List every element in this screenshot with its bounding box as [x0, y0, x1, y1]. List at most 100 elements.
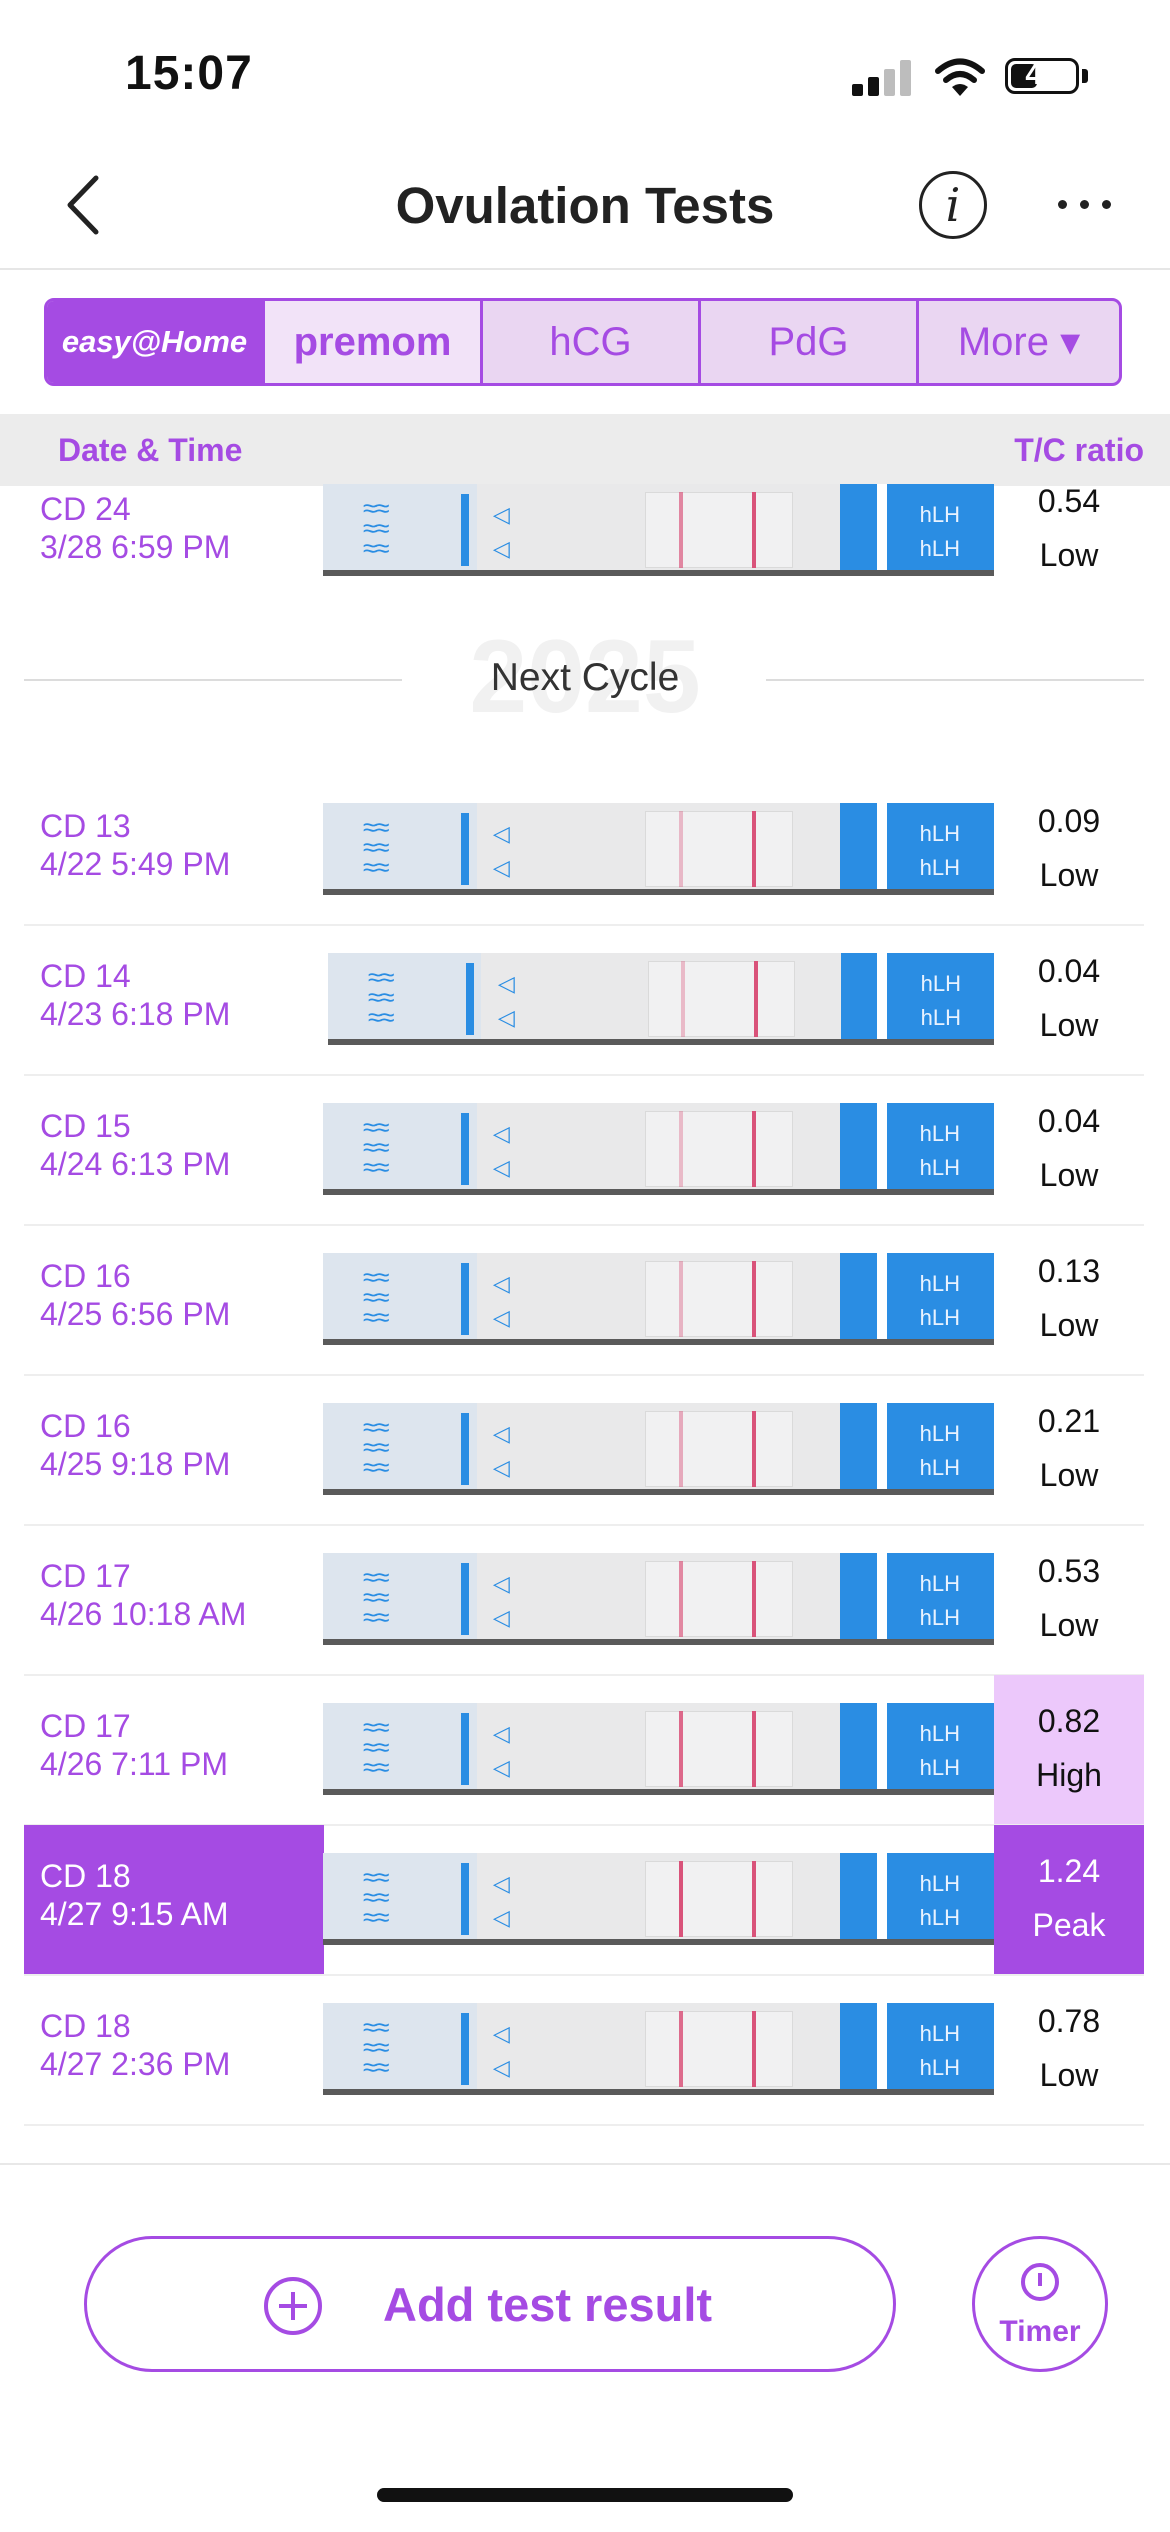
timer-button[interactable]: Timer	[972, 2236, 1108, 2372]
strip-shadow	[323, 889, 994, 895]
row-cycle-day: CD 18 4/27 9:15 AM	[40, 1857, 229, 1933]
tc-ratio-value: 0.04	[1037, 953, 1101, 989]
row-cycle-day: CD 24 3/28 6:59 PM	[40, 490, 230, 566]
strip-arrow-mark: ◁ ◁	[493, 1271, 510, 1330]
strip-hlh-text: hLH hLH	[919, 502, 960, 561]
cycle-day-label: CD 16	[40, 1258, 131, 1294]
tab-premom[interactable]: premom	[265, 301, 483, 383]
cycle-year-watermark: 2025	[469, 619, 701, 735]
strip-dip-line	[461, 1863, 469, 1935]
tc-ratio-level: High	[1036, 1757, 1102, 1793]
row-cycle-day: CD 15 4/24 6:13 PM	[40, 1107, 230, 1183]
strip-dip-line	[466, 963, 474, 1035]
tab-pdg[interactable]: PdG	[701, 301, 919, 383]
tc-ratio-value: 1.24	[1037, 1853, 1101, 1889]
header-tc-ratio: T/C ratio	[1014, 432, 1144, 468]
strip-wave-mark: ≈≈ ≈≈ ≈≈	[363, 812, 390, 882]
row-divider	[24, 1374, 1144, 1376]
test-strip-photo[interactable]: ≈≈ ≈≈ ≈≈ ◁ ◁ hLH hLH	[328, 953, 994, 1045]
strip-control-line	[752, 1711, 756, 1787]
strip-wave-mark: ≈≈ ≈≈ ≈≈	[363, 1412, 390, 1482]
strip-handle	[839, 803, 994, 895]
strip-hlh-text: hLH hLH	[919, 1871, 960, 1930]
peak-ratio-highlight	[994, 1825, 1144, 1975]
strip-test-line	[679, 1261, 683, 1337]
strip-shadow	[323, 1639, 994, 1645]
strip-hlh-text: hLH hLH	[919, 1571, 960, 1630]
row-cycle-day: CD 16 4/25 9:18 PM	[40, 1407, 230, 1483]
strip-wave-mark: ≈≈ ≈≈ ≈≈	[363, 1862, 390, 1932]
strip-shadow	[323, 1189, 994, 1195]
test-strip-photo[interactable]: ≈≈ ≈≈ ≈≈ ◁ ◁ hLH hLH	[323, 2003, 994, 2095]
strip-arrow-mark: ◁ ◁	[493, 1871, 510, 1930]
test-strip-photo[interactable]: ≈≈ ≈≈ ≈≈ ◁ ◁ hLH hLH	[323, 1553, 994, 1645]
strip-handle-notch	[877, 1853, 887, 1945]
status-time: 15:07	[125, 47, 253, 100]
chevron-left-icon	[67, 175, 99, 235]
strip-arrow-mark: ◁ ◁	[493, 502, 510, 561]
strip-test-line	[679, 1111, 683, 1187]
strip-wrapper-area	[323, 484, 478, 576]
strip-result-window	[645, 1561, 793, 1637]
strip-wrapper-area	[323, 1103, 478, 1195]
test-strip-photo[interactable]: ≈≈ ≈≈ ≈≈ ◁ ◁ hLH hLH	[323, 1403, 994, 1495]
tc-ratio-cell: 0.54 Low	[994, 474, 1144, 582]
test-strip-photo[interactable]: ≈≈ ≈≈ ≈≈ ◁ ◁ hLH hLH	[323, 1103, 994, 1195]
strip-arrow-mark: ◁ ◁	[493, 1421, 510, 1480]
row-divider	[24, 1224, 1144, 1226]
add-test-result-button[interactable]: Add test result	[84, 2236, 896, 2372]
strip-arrow-mark: ◁ ◁	[493, 821, 510, 880]
stopwatch-icon	[1021, 2263, 1059, 2301]
info-button[interactable]: i	[919, 171, 987, 239]
tc-ratio-level: Low	[1039, 1607, 1099, 1643]
row-cycle-day: CD 17 4/26 7:11 PM	[40, 1707, 228, 1783]
strip-handle	[839, 1403, 994, 1495]
row-datetime: 4/27 9:15 AM	[40, 1896, 229, 1932]
strip-wave-mark: ≈≈ ≈≈ ≈≈	[363, 1112, 390, 1182]
test-strip-photo[interactable]: ≈≈ ≈≈ ≈≈ ◁ ◁ hLH hLH	[323, 484, 994, 576]
tc-ratio-level: Low	[1039, 537, 1099, 573]
tc-ratio-cell: 0.21 Low	[994, 1394, 1144, 1502]
strip-wrapper-area	[323, 1703, 478, 1795]
strip-wrapper-area	[323, 2003, 478, 2095]
strip-control-line	[752, 2011, 756, 2087]
tab-easyhome[interactable]: easy@Home	[47, 301, 265, 383]
strip-handle	[839, 1253, 994, 1345]
back-button[interactable]	[52, 170, 122, 240]
tc-ratio-level: Low	[1039, 1307, 1099, 1343]
strip-arrow-mark: ◁ ◁	[493, 1121, 510, 1180]
tab-hcg[interactable]: hCG	[483, 301, 701, 383]
test-strip-photo[interactable]: ≈≈ ≈≈ ≈≈ ◁ ◁ hLH hLH	[323, 1703, 994, 1795]
strip-handle-notch	[877, 1703, 887, 1795]
strip-arrow-mark: ◁ ◁	[493, 2021, 510, 2080]
add-test-result-label: Add test result	[383, 2278, 713, 2331]
page-title: Ovulation Tests	[395, 177, 775, 234]
tc-ratio-cell: 1.24 Peak	[994, 1844, 1144, 1952]
strip-handle	[839, 1703, 994, 1795]
row-cycle-day: CD 13 4/22 5:49 PM	[40, 807, 230, 883]
cycle-day-label: CD 24	[40, 491, 131, 527]
strip-control-line	[754, 961, 758, 1037]
tab-more[interactable]: More ▾	[919, 301, 1119, 383]
tc-ratio-value: 0.82	[1037, 1703, 1101, 1739]
strip-wrapper-area	[323, 1553, 478, 1645]
test-strip-photo[interactable]: ≈≈ ≈≈ ≈≈ ◁ ◁ hLH hLH	[323, 803, 994, 895]
row-datetime: 4/22 5:49 PM	[40, 846, 231, 882]
strip-test-line	[679, 1411, 683, 1487]
tc-ratio-value: 0.04	[1037, 1103, 1101, 1139]
test-strip-photo[interactable]: ≈≈ ≈≈ ≈≈ ◁ ◁ hLH hLH	[323, 1853, 994, 1945]
strip-wrapper-area	[328, 953, 482, 1045]
strip-result-window	[645, 1261, 793, 1337]
strip-result-window	[645, 1711, 793, 1787]
strip-dip-line	[461, 1563, 469, 1635]
strip-hlh-text: hLH hLH	[919, 2021, 960, 2080]
strip-result-window	[648, 961, 795, 1037]
test-strip-photo[interactable]: ≈≈ ≈≈ ≈≈ ◁ ◁ hLH hLH	[323, 1253, 994, 1345]
more-options-button[interactable]	[1050, 170, 1120, 240]
row-datetime: 4/25 6:56 PM	[40, 1296, 231, 1332]
strip-result-window	[645, 1861, 793, 1937]
strip-handle	[840, 953, 994, 1045]
cycle-day-label: CD 18	[40, 2008, 131, 2044]
nav-divider	[0, 268, 1170, 270]
strip-result-window	[645, 1411, 793, 1487]
